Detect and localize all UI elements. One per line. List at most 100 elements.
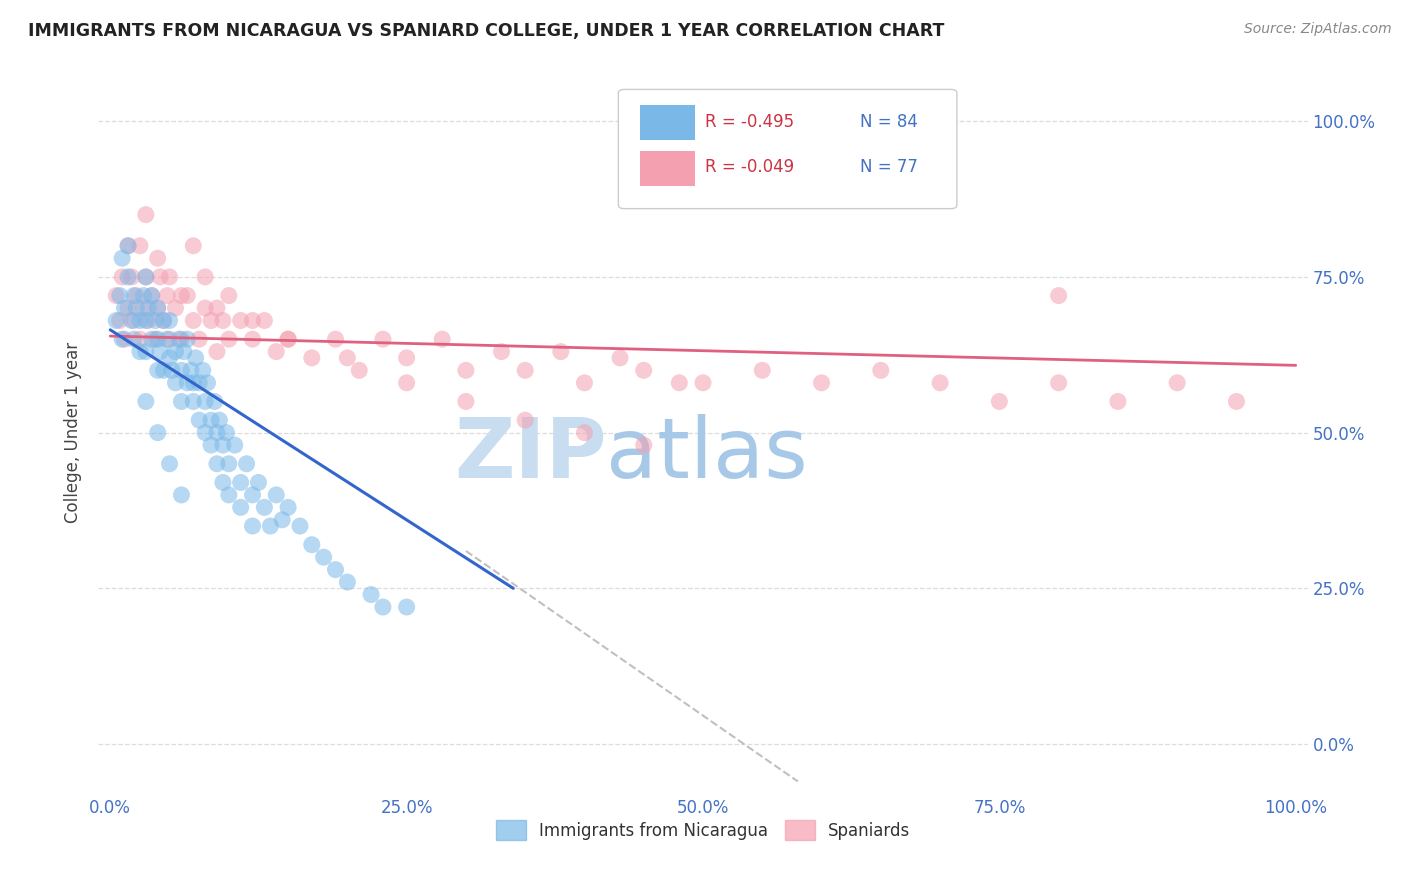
Point (122, 313, 145, 327)
Text: R = -0.049: R = -0.049 (706, 159, 794, 177)
Point (132, 301, 155, 315)
Point (181, 313, 204, 327)
Point (371, 332, 394, 346)
Bar (640, 105, 695, 140)
Point (170, 488, 193, 502)
Point (176, 376, 198, 390)
Point (205, 344, 228, 359)
Bar (640, 151, 695, 186)
Point (205, 301, 228, 315)
Text: Source: ZipAtlas.com: Source: ZipAtlas.com (1244, 22, 1392, 37)
Point (159, 332, 181, 346)
Point (215, 425, 238, 440)
Point (242, 313, 264, 327)
Point (371, 600, 394, 615)
Point (176, 332, 198, 346)
Point (188, 376, 211, 390)
Point (515, 413, 537, 427)
Point (117, 269, 139, 284)
Point (180, 363, 202, 377)
Point (125, 288, 148, 302)
Point (105, 313, 128, 327)
Point (247, 475, 270, 490)
Point (135, 269, 157, 284)
Point (156, 288, 179, 302)
Point (491, 344, 513, 359)
Point (165, 344, 187, 359)
Point (111, 332, 134, 346)
Point (204, 394, 226, 409)
Point (395, 376, 418, 390)
Point (136, 313, 159, 327)
Point (194, 425, 217, 440)
Point (253, 500, 276, 515)
Point (159, 313, 181, 327)
Point (191, 363, 214, 377)
Point (117, 239, 139, 253)
Point (117, 239, 139, 253)
Point (692, 376, 714, 390)
Text: atlas: atlas (606, 414, 808, 495)
Point (129, 344, 152, 359)
Point (633, 363, 655, 377)
Point (173, 344, 195, 359)
Point (336, 575, 359, 590)
Point (277, 332, 299, 346)
Text: ZIP: ZIP (454, 414, 606, 495)
Point (242, 332, 264, 346)
Point (574, 376, 596, 390)
Point (325, 563, 347, 577)
Point (200, 413, 222, 427)
Point (141, 288, 163, 302)
Point (111, 251, 134, 265)
Point (212, 438, 235, 452)
Point (159, 351, 181, 365)
Point (170, 288, 193, 302)
Text: N = 84: N = 84 (860, 113, 918, 131)
Point (141, 332, 163, 346)
Point (146, 363, 169, 377)
Point (146, 251, 169, 265)
Point (550, 344, 572, 359)
Point (135, 394, 157, 409)
Text: IMMIGRANTS FROM NICARAGUA VS SPANIARD COLLEGE, UNDER 1 YEAR CORRELATION CHART: IMMIGRANTS FROM NICARAGUA VS SPANIARD CO… (28, 22, 945, 40)
Point (395, 351, 418, 365)
Point (347, 363, 370, 377)
Point (574, 425, 596, 440)
Point (218, 488, 240, 502)
Point (277, 332, 299, 346)
Point (152, 313, 174, 327)
Point (1225, 394, 1247, 409)
Point (170, 363, 193, 377)
Point (668, 376, 690, 390)
Point (218, 332, 240, 346)
Point (325, 332, 347, 346)
Point (988, 394, 1011, 409)
Point (751, 363, 773, 377)
Point (212, 475, 235, 490)
Point (143, 313, 166, 327)
Text: R = -0.495: R = -0.495 (706, 113, 794, 131)
Point (146, 301, 169, 315)
Point (1166, 376, 1188, 390)
Point (149, 344, 172, 359)
Point (264, 488, 287, 502)
Point (108, 288, 131, 302)
Point (159, 269, 181, 284)
Point (1107, 394, 1129, 409)
Point (132, 288, 155, 302)
Point (135, 269, 157, 284)
Point (194, 394, 217, 409)
Point (121, 269, 143, 284)
Point (229, 313, 252, 327)
Point (135, 313, 157, 327)
Point (170, 394, 193, 409)
Point (229, 475, 252, 490)
Point (165, 376, 187, 390)
Point (200, 438, 222, 452)
Point (146, 301, 169, 315)
Point (929, 376, 952, 390)
Point (242, 488, 264, 502)
Point (146, 425, 169, 440)
Point (194, 269, 217, 284)
